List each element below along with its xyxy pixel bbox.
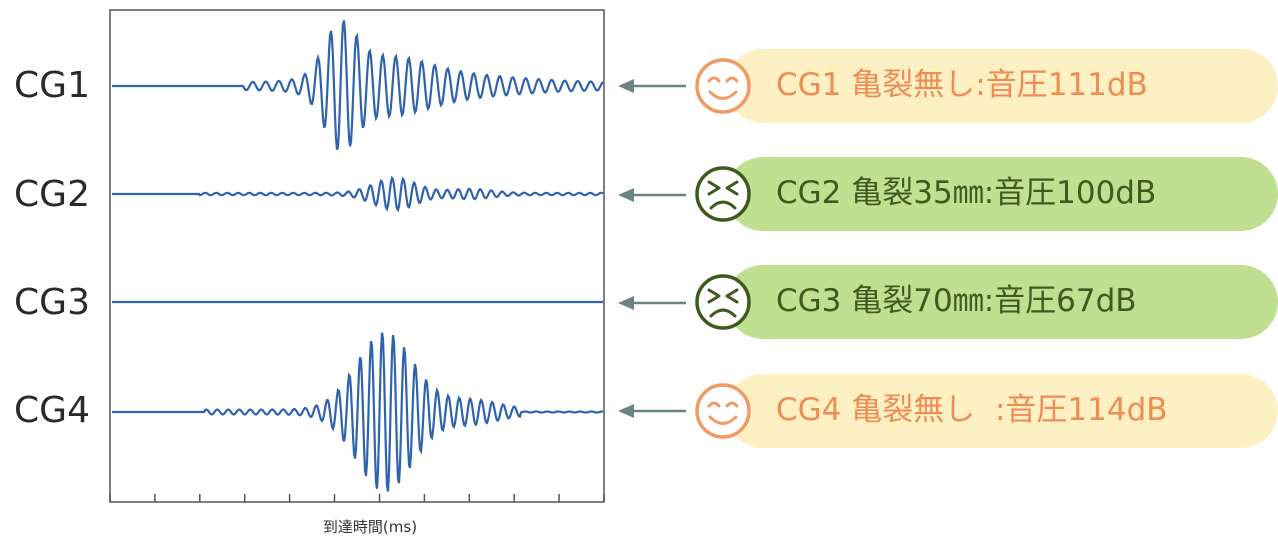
result-caption-cg4: CG4 亀裂無し :音圧114dB: [776, 392, 1168, 428]
result-caption-cg1: CG1 亀裂無し:音圧111dB: [776, 67, 1148, 103]
arrow-left-icon: [618, 404, 686, 418]
waveform-cg2: [112, 175, 604, 213]
plot-frame: [109, 9, 605, 503]
result-caption-cg2: CG2 亀裂35㎜:音圧100dB: [776, 175, 1157, 211]
result-pill-cg2: [726, 157, 1278, 231]
row-label-cg4: CG4: [14, 390, 90, 431]
x-axis-title: 到達時間(ms): [322, 518, 418, 536]
arrow-left-icon: [618, 79, 686, 93]
x-axis-ticks: [109, 494, 605, 502]
arrow-left-icon: [618, 188, 686, 202]
result-pill-cg1: [726, 49, 1278, 123]
result-caption-cg3: CG3 亀裂70㎜:音圧67dB: [776, 283, 1137, 319]
row-label-cg3: CG3: [14, 282, 90, 323]
waveform-cg4: [112, 332, 604, 492]
frown-icon: [695, 274, 751, 330]
frown-icon: [695, 166, 751, 222]
result-pill-cg3: [726, 265, 1278, 339]
waveform-cg1: [112, 20, 604, 151]
waveform-plot: [109, 9, 605, 503]
row-label-cg1: CG1: [14, 65, 90, 106]
smile-icon: [695, 383, 751, 439]
smile-icon: [695, 58, 751, 114]
row-label-cg2: CG2: [14, 174, 90, 215]
arrow-left-icon: [618, 296, 686, 310]
result-pill-cg4: [726, 374, 1278, 448]
